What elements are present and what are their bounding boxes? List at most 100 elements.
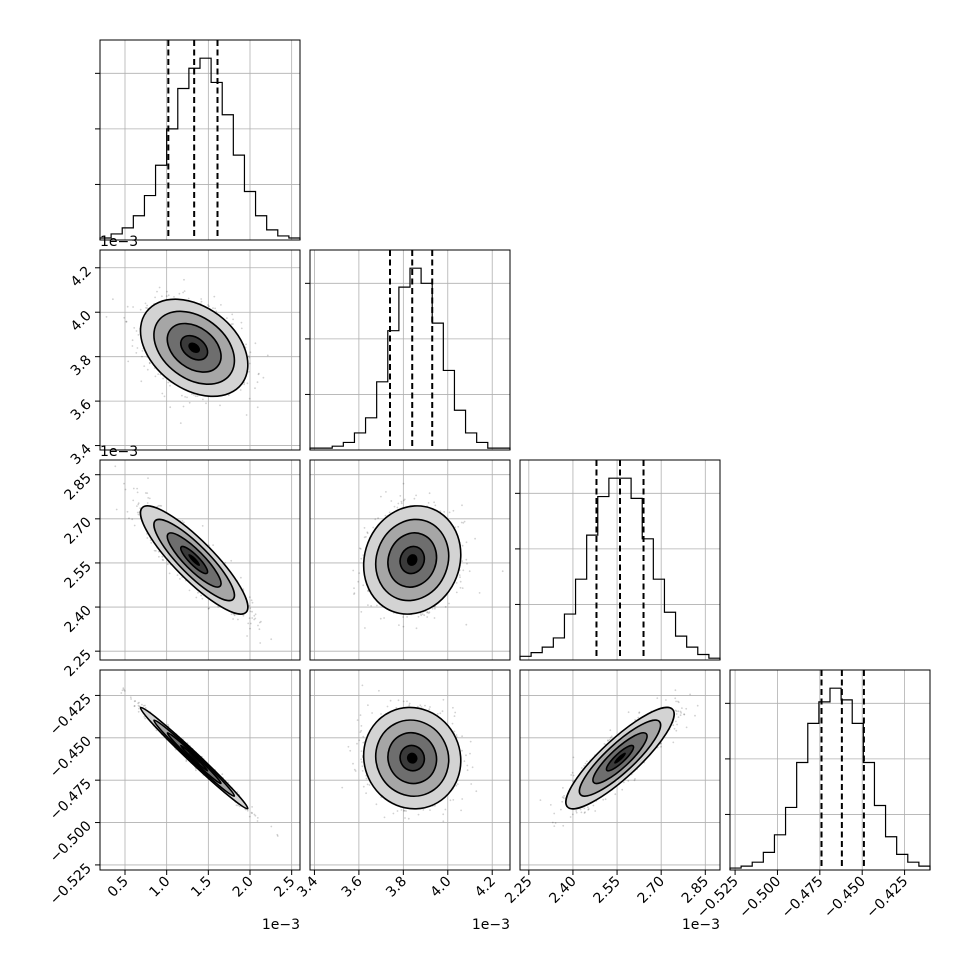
- sample-point: [161, 392, 164, 395]
- sample-point: [256, 406, 259, 409]
- sample-point: [448, 602, 450, 605]
- histogram-3: [729, 687, 931, 870]
- sample-point: [132, 499, 135, 502]
- sample-point: [181, 394, 183, 397]
- sample-point: [188, 589, 191, 592]
- sample-point: [139, 308, 142, 311]
- sample-point: [253, 614, 256, 617]
- sample-point: [161, 295, 163, 298]
- sample-point: [390, 500, 393, 502]
- sample-point: [383, 617, 385, 619]
- sample-point: [251, 601, 254, 604]
- sample-point: [258, 621, 261, 624]
- sample-point: [258, 372, 260, 375]
- sample-point: [248, 596, 251, 598]
- sample-point: [173, 296, 175, 298]
- sample-point: [133, 327, 136, 329]
- sample-point: [183, 290, 186, 292]
- sample-point: [419, 613, 422, 615]
- sample-point: [352, 569, 355, 572]
- sample-point: [161, 555, 164, 558]
- sample-point: [202, 398, 204, 401]
- sample-point: [136, 505, 138, 507]
- sample-point: [114, 465, 117, 468]
- sample-point: [201, 525, 204, 527]
- sample-point: [220, 304, 222, 306]
- sample-point: [388, 511, 391, 514]
- sample-point: [200, 594, 203, 597]
- sample-point: [166, 563, 169, 566]
- sample-point: [227, 394, 230, 397]
- sample-point: [162, 377, 165, 380]
- sample-point: [434, 607, 436, 610]
- sample-point: [443, 511, 446, 513]
- sample-point: [200, 298, 203, 300]
- sample-point: [208, 305, 211, 308]
- sample-point: [402, 625, 405, 628]
- sample-point: [353, 593, 355, 595]
- sample-point: [159, 504, 161, 507]
- sample-point: [403, 499, 405, 502]
- sample-point: [256, 817, 259, 819]
- sample-point: [167, 723, 169, 726]
- sample-point: [362, 584, 365, 587]
- sample-point: [463, 520, 466, 523]
- sample-point: [207, 304, 209, 306]
- sample-point: [459, 576, 461, 579]
- sample-point: [140, 380, 143, 383]
- sample-point: [232, 618, 235, 620]
- sample-point: [195, 596, 198, 599]
- sample-point: [426, 616, 429, 618]
- sample-point: [226, 317, 228, 319]
- sample-point: [379, 617, 382, 620]
- sample-point: [147, 477, 149, 479]
- sample-point: [146, 368, 149, 371]
- sample-point: [384, 514, 387, 517]
- sample-point: [248, 370, 250, 373]
- sample-point: [242, 614, 245, 617]
- sample-point: [249, 622, 252, 625]
- sample-point: [179, 422, 182, 424]
- panel-frame: [99, 39, 301, 241]
- sample-point: [125, 320, 128, 323]
- sample-point: [359, 547, 361, 550]
- sample-point: [181, 520, 184, 522]
- sample-point: [167, 294, 170, 297]
- sample-point: [466, 562, 468, 565]
- sample-point: [366, 531, 369, 534]
- sample-point: [219, 404, 221, 407]
- sample-point: [156, 290, 158, 293]
- sample-point: [262, 376, 265, 379]
- sample-point: [158, 286, 161, 289]
- sample-point: [169, 384, 171, 387]
- sample-point: [146, 537, 149, 539]
- sample-point: [358, 572, 361, 574]
- sample-point: [136, 491, 139, 494]
- sample-point: [232, 318, 235, 321]
- sample-point: [136, 347, 139, 349]
- sample-point: [245, 343, 248, 346]
- sample-point: [365, 536, 367, 538]
- sample-point: [376, 604, 378, 607]
- sample-point: [423, 614, 426, 617]
- sample-point: [240, 327, 243, 330]
- sample-point: [112, 298, 114, 301]
- sample-point: [143, 365, 146, 367]
- sample-point: [254, 342, 257, 345]
- sample-point: [257, 624, 259, 627]
- sample-point: [230, 559, 233, 562]
- sample-point: [249, 351, 252, 354]
- sample-point: [461, 560, 463, 562]
- sample-point: [465, 558, 468, 561]
- sample-point: [124, 488, 127, 491]
- sample-point: [249, 607, 252, 610]
- sample-point: [195, 769, 197, 772]
- sample-point: [246, 382, 249, 385]
- sample-point: [182, 405, 185, 408]
- sample-point: [133, 524, 136, 527]
- sample-point: [183, 521, 185, 524]
- sample-point: [187, 297, 190, 300]
- sample-point: [148, 362, 151, 365]
- sample-point: [147, 497, 150, 499]
- sample-point: [136, 487, 139, 490]
